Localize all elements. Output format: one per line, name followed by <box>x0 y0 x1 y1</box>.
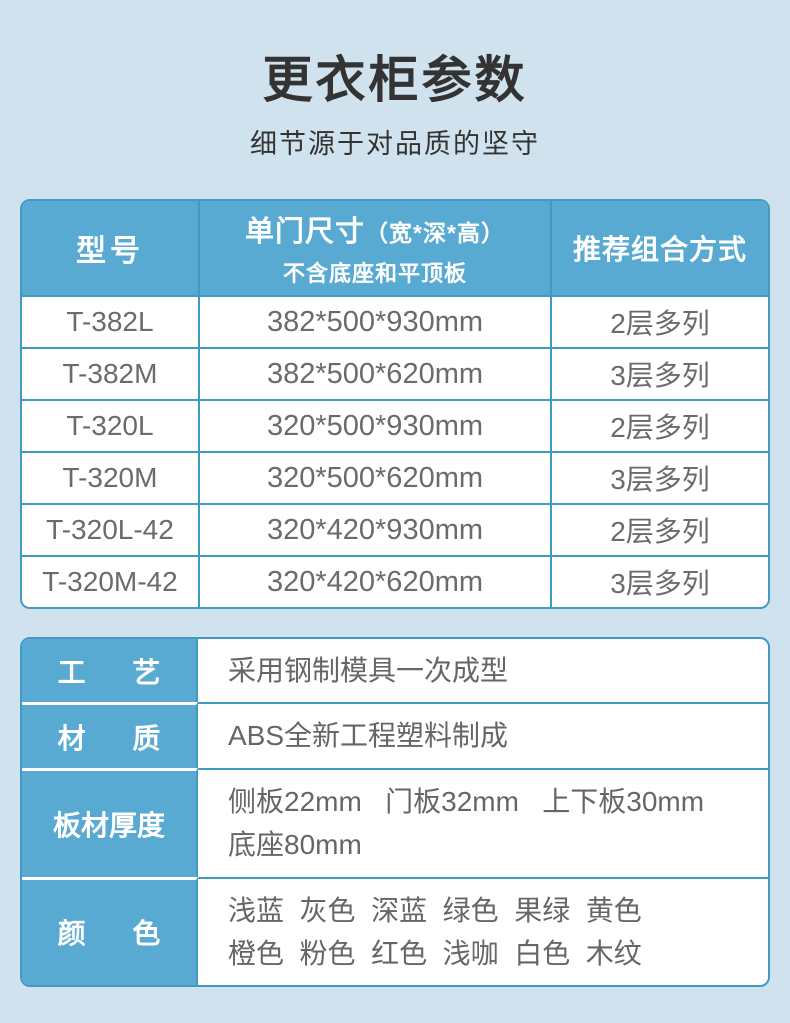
spec-row-2: T-382M 382*500*620mm 3层多列 <box>22 347 768 399</box>
colors-value-line2: 橙色 粉色 红色 浅咖 白色 木纹 <box>228 937 642 969</box>
thickness-label: 板材厚度 <box>22 767 198 877</box>
thickness-value-line1: 侧板22mm 门板32mm 上下板30mm <box>228 785 705 817</box>
detail-table: 工 艺 采用钢制模具一次成型 材 质 ABS全新工程塑料制成 板材厚度 侧板22… <box>20 637 770 988</box>
model-cell: T-320M <box>62 462 158 493</box>
column-header-model-label: 型号 <box>76 235 144 268</box>
spec-row-6: T-320M-42 320*420*620mm 3层多列 <box>22 555 768 607</box>
detail-row-material: 材 质 ABS全新工程塑料制成 <box>22 702 768 768</box>
column-header-combo: 推荐组合方式 <box>550 201 768 295</box>
size-cell: 320*420*930mm <box>198 505 550 555</box>
combo-cell: 3层多列 <box>550 349 768 399</box>
size-title-text: 单门尺寸 <box>245 216 366 248</box>
combo-cell: 3层多列 <box>550 453 768 503</box>
size-cell: 382*500*620mm <box>198 349 550 399</box>
page-subtitle: 细节源于对品质的坚守 <box>250 129 540 159</box>
column-header-size-note: 不含底座和平顶板 <box>282 261 467 286</box>
spec-row-1: T-382L 382*500*930mm 2层多列 <box>22 295 768 347</box>
material-value: ABS全新工程塑料制成 <box>198 702 768 767</box>
column-header-size-title: 单门尺寸（宽*深*高） <box>245 208 505 250</box>
combo-cell: 2层多列 <box>550 297 768 347</box>
combo-cell: 3层多列 <box>550 557 768 607</box>
size-cell: 320*420*620mm <box>198 557 550 607</box>
column-header-size: 单门尺寸（宽*深*高） 不含底座和平顶板 <box>198 201 550 295</box>
colors-label: 颜 色 <box>22 876 198 986</box>
size-paren-text: （宽*深*高） <box>365 220 505 246</box>
model-cell: T-320L-42 <box>46 514 174 545</box>
column-header-combo-label: 推荐组合方式 <box>572 234 747 265</box>
column-header-model: 型号 <box>22 201 198 295</box>
detail-row-thickness: 板材厚度 侧板22mm 门板32mm 上下板30mm 底座80mm <box>22 767 768 877</box>
thickness-value-line2: 底座80mm <box>228 829 362 861</box>
size-cell: 320*500*620mm <box>198 453 550 503</box>
spec-row-4: T-320M 320*500*620mm 3层多列 <box>22 451 768 503</box>
spec-row-5: T-320L-42 320*420*930mm 2层多列 <box>22 503 768 555</box>
craft-label: 工 艺 <box>22 639 198 703</box>
model-cell: T-382L <box>66 306 154 337</box>
craft-value: 采用钢制模具一次成型 <box>198 639 768 702</box>
model-cell: T-382M <box>62 358 158 389</box>
model-cell: T-320L <box>66 410 154 441</box>
thickness-value: 侧板22mm 门板32mm 上下板30mm 底座80mm <box>198 767 768 877</box>
combo-cell: 2层多列 <box>550 401 768 451</box>
detail-row-craft: 工 艺 采用钢制模具一次成型 <box>22 639 768 703</box>
size-cell: 382*500*930mm <box>198 297 550 347</box>
spec-row-3: T-320L 320*500*930mm 2层多列 <box>22 399 768 451</box>
spec-table: 型号 单门尺寸（宽*深*高） 不含底座和平顶板 推荐组合方式 T-382L 38… <box>20 199 770 609</box>
material-value-text: ABS全新工程塑料制成 <box>228 720 509 752</box>
craft-value-text: 采用钢制模具一次成型 <box>228 655 509 686</box>
size-cell: 320*500*930mm <box>198 401 550 451</box>
model-cell: T-320M-42 <box>42 566 178 597</box>
colors-value: 浅蓝 灰色 深蓝 绿色 果绿 黄色 橙色 粉色 红色 浅咖 白色 木纹 <box>198 876 768 986</box>
page-title: 更衣柜参数 <box>262 52 528 108</box>
colors-value-line1: 浅蓝 灰色 深蓝 绿色 果绿 黄色 <box>228 894 642 926</box>
material-label: 材 质 <box>22 702 198 768</box>
spec-table-header: 型号 单门尺寸（宽*深*高） 不含底座和平顶板 推荐组合方式 <box>22 201 768 295</box>
combo-cell: 2层多列 <box>550 505 768 555</box>
detail-row-colors: 颜 色 浅蓝 灰色 深蓝 绿色 果绿 黄色 橙色 粉色 红色 浅咖 白色 木纹 <box>22 876 768 986</box>
